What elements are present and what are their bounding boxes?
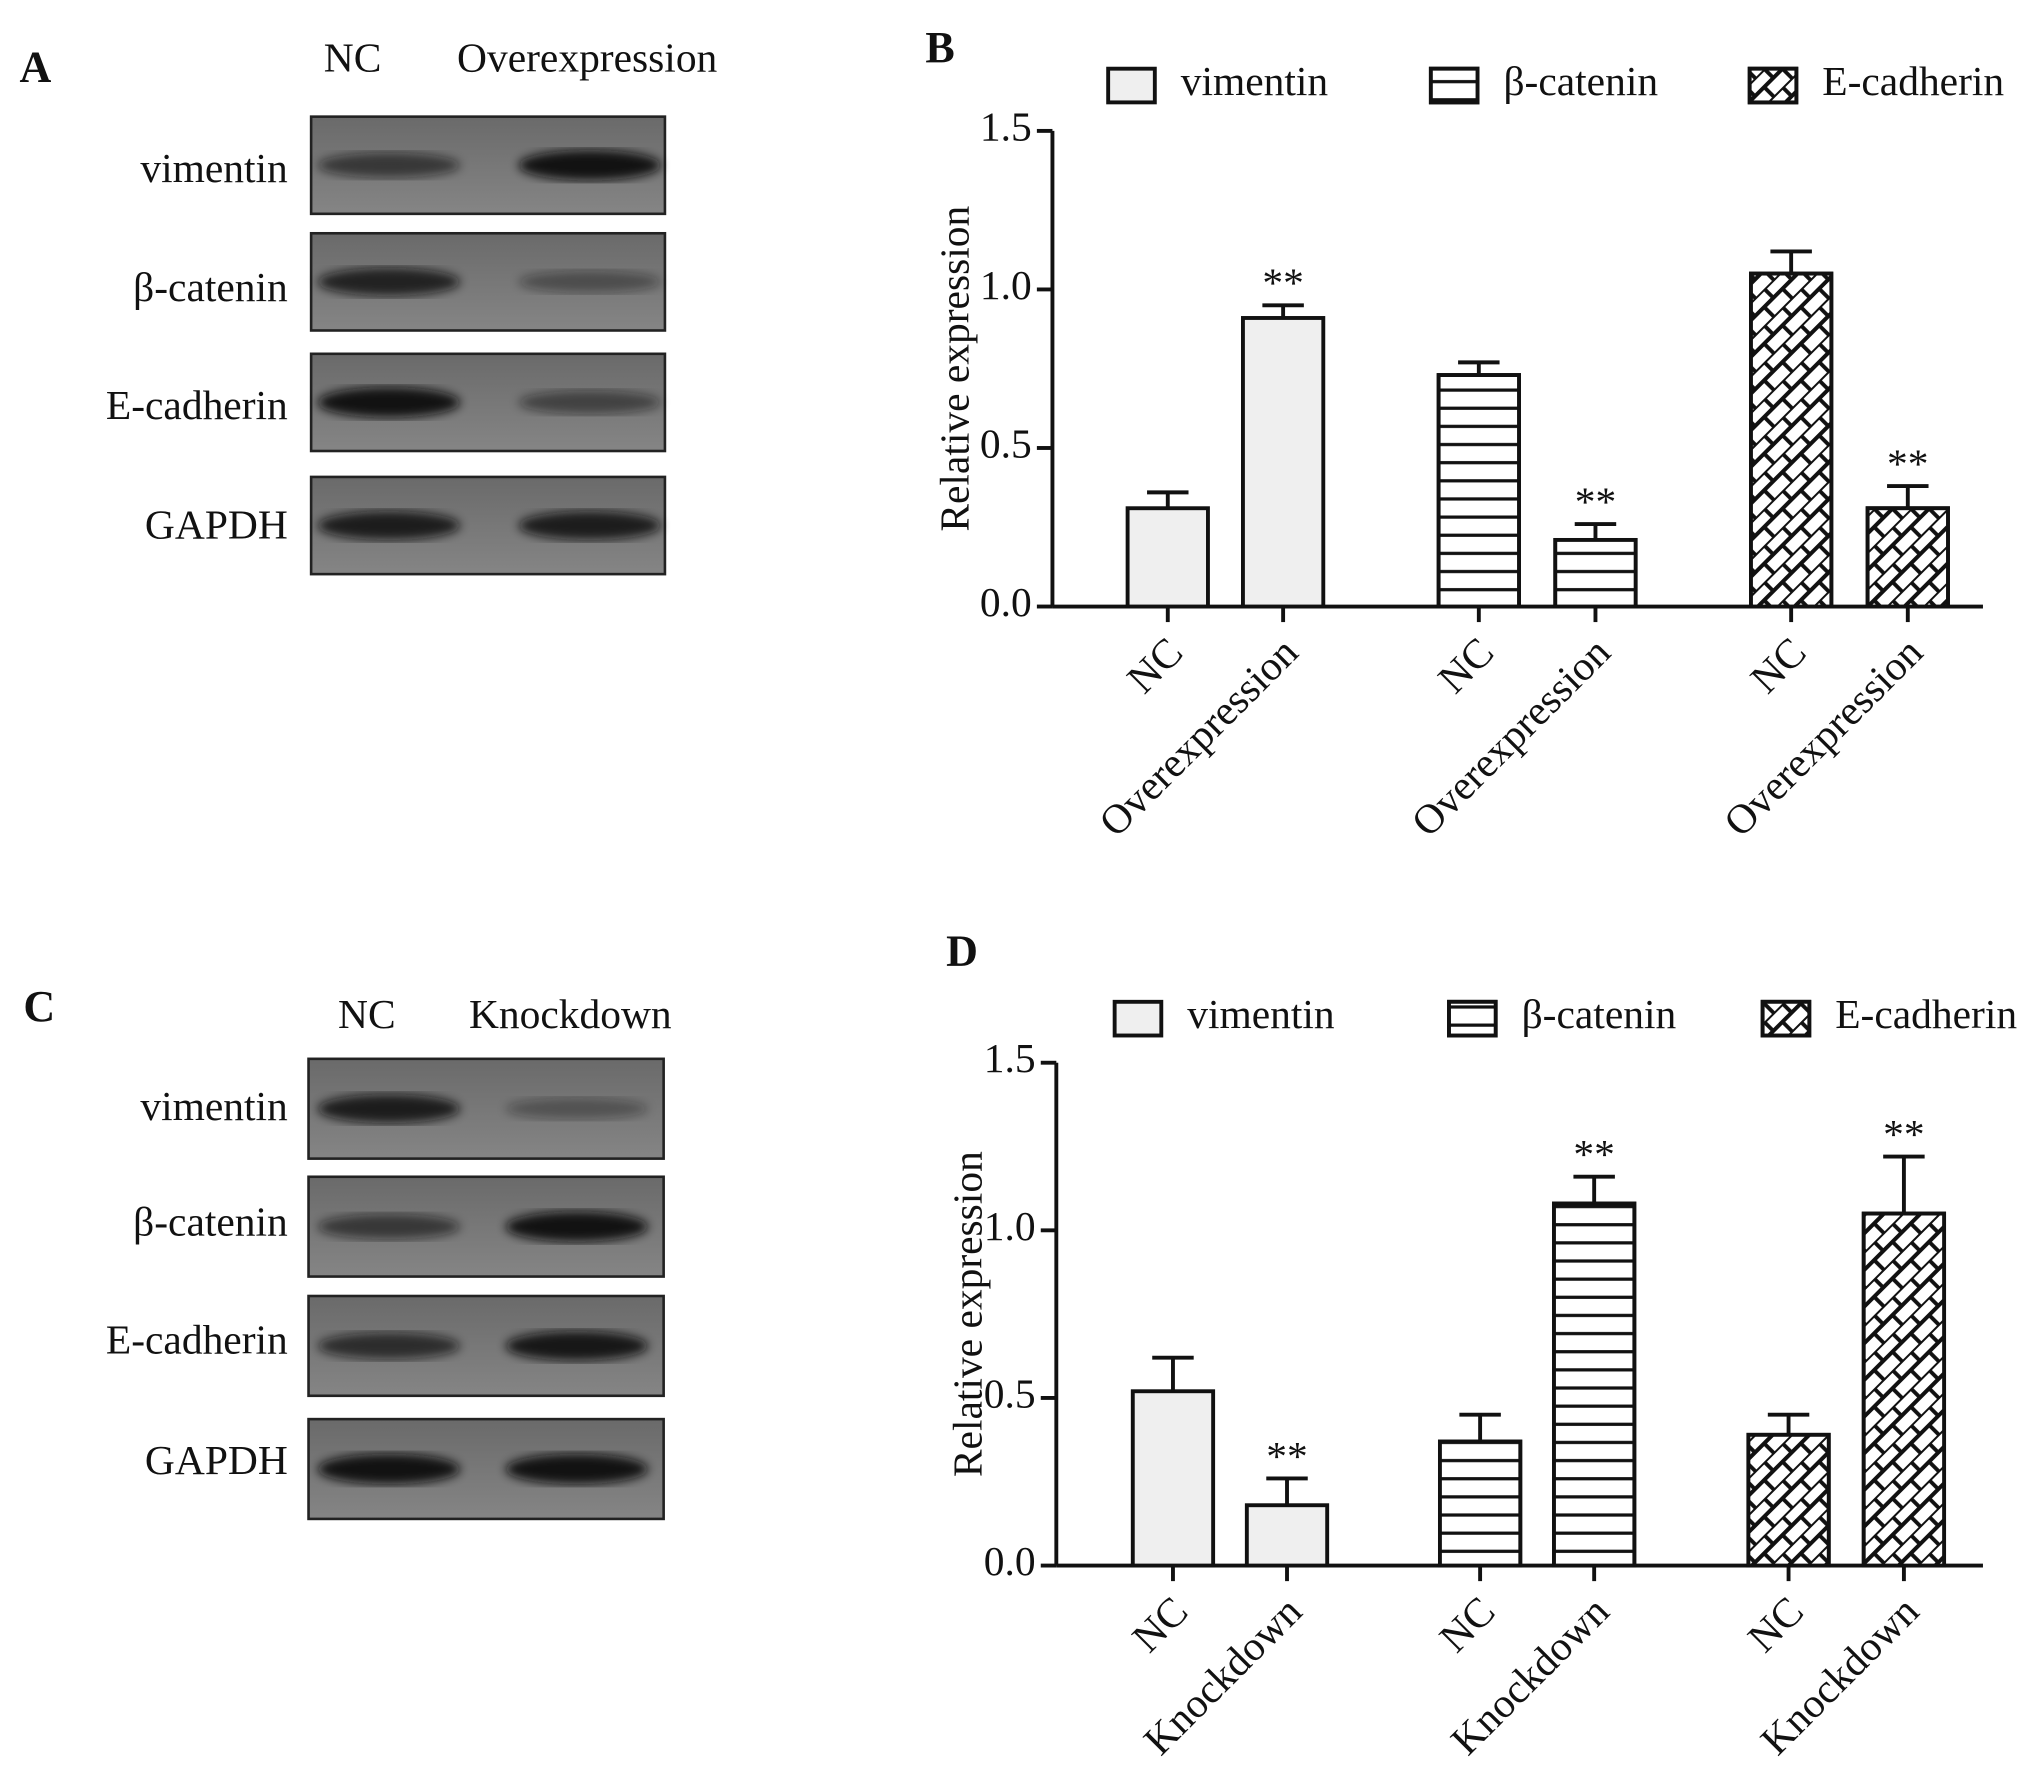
significance: ** <box>1266 1433 1307 1479</box>
x-tick-label: Overexpression <box>1715 628 1932 845</box>
y-axis-label: Relative expression <box>932 206 978 532</box>
lane-label: Knockdown <box>469 991 672 1037</box>
legend-label: E-cadherin <box>1822 58 2004 104</box>
y-tick-label: 0.0 <box>980 579 1032 625</box>
bar <box>1125 506 1210 609</box>
blot-band <box>317 387 461 418</box>
bar-pattern <box>1552 1201 1637 1568</box>
y-tick-label: 0.5 <box>984 1370 1036 1416</box>
blot-band <box>505 1331 649 1361</box>
lane-label: Overexpression <box>457 35 718 81</box>
blot-band <box>518 150 662 181</box>
legend-label: β-catenin <box>1522 991 1677 1037</box>
blot-band <box>317 1094 461 1124</box>
significance: ** <box>1262 260 1303 306</box>
bar-pattern <box>1865 506 1950 609</box>
legend-swatch <box>1106 66 1157 105</box>
blot-band <box>518 511 662 540</box>
blot-band <box>505 1211 649 1242</box>
bar-pattern <box>1436 373 1521 609</box>
bar <box>1241 316 1326 609</box>
significance: ** <box>1573 1131 1614 1177</box>
y-tick-label: 1.5 <box>984 1035 1036 1081</box>
x-tick-label: NC <box>1429 629 1502 702</box>
lane-label: NC <box>324 35 382 81</box>
blot-band <box>518 390 662 415</box>
legend-label: β-catenin <box>1503 58 1658 104</box>
blot-band <box>505 1453 649 1485</box>
x-tick-label: NC <box>1123 1588 1196 1661</box>
legend-swatch-pattern <box>1447 999 1498 1038</box>
bar-pattern <box>1553 537 1638 609</box>
y-tick-label: 1.0 <box>984 1203 1036 1249</box>
row-label: vimentin <box>140 145 288 191</box>
y-tick-label: 0.0 <box>984 1538 1036 1584</box>
row-label: vimentin <box>140 1083 288 1129</box>
blot-band <box>317 267 461 296</box>
blot-band <box>505 1098 649 1120</box>
bar <box>1244 1503 1330 1568</box>
significance: ** <box>1883 1111 1924 1157</box>
y-tick-label: 1.0 <box>980 262 1032 308</box>
y-tick-label: 0.5 <box>980 420 1032 466</box>
blot-band <box>317 152 461 178</box>
y-axis-label: Relative expression <box>945 1151 991 1477</box>
panel-label: A <box>20 42 52 91</box>
x-tick-label: NC <box>1430 1588 1503 1661</box>
x-tick-label: Overexpression <box>1402 628 1619 845</box>
legend-label: vimentin <box>1187 991 1335 1037</box>
panel-label: C <box>23 982 55 1031</box>
row-label: E-cadherin <box>106 1316 288 1362</box>
row-label: β-catenin <box>133 1199 288 1245</box>
significance: ** <box>1887 440 1928 486</box>
bar <box>1130 1389 1216 1568</box>
lane-label: NC <box>338 991 396 1037</box>
bar-pattern <box>1749 271 1834 609</box>
y-tick-label: 1.5 <box>980 103 1032 149</box>
x-tick-label: NC <box>1739 1588 1812 1661</box>
legend-label: E-cadherin <box>1835 991 2017 1037</box>
legend-swatch-pattern <box>1747 66 1799 105</box>
legend-label: vimentin <box>1181 58 1329 104</box>
blot-band <box>317 1214 461 1240</box>
significance: ** <box>1575 478 1616 524</box>
bar-pattern <box>1861 1211 1947 1568</box>
legend-swatch-pattern <box>1760 999 1812 1038</box>
panel-label: D <box>946 926 978 975</box>
row-label: GAPDH <box>145 1437 288 1483</box>
legend-swatch-pattern <box>1428 66 1480 105</box>
panel-label: B <box>925 23 954 72</box>
x-tick-label: NC <box>1741 629 1814 702</box>
row-label: β-catenin <box>133 264 288 310</box>
blot-band <box>317 511 461 540</box>
blot-band <box>518 270 662 293</box>
row-label: E-cadherin <box>106 382 288 428</box>
bar-pattern <box>1437 1439 1523 1568</box>
x-tick-label: NC <box>1118 629 1191 702</box>
legend-swatch <box>1112 999 1164 1038</box>
row-label: GAPDH <box>145 501 288 547</box>
blot-band <box>317 1332 461 1360</box>
bar-pattern <box>1746 1432 1831 1568</box>
blot-band <box>317 1453 461 1485</box>
x-tick-label: Overexpression <box>1090 628 1307 845</box>
